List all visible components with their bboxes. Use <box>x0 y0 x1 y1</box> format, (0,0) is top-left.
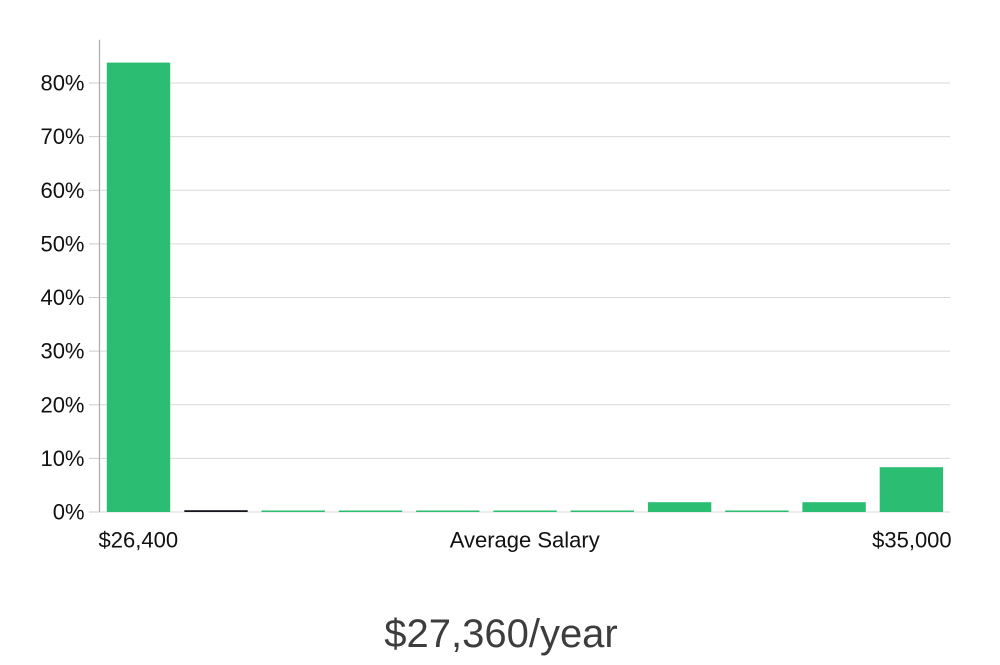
svg-text:10%: 10% <box>40 446 84 471</box>
svg-text:60%: 60% <box>40 178 84 203</box>
svg-text:50%: 50% <box>40 231 84 256</box>
svg-text:$26,400: $26,400 <box>99 527 179 552</box>
svg-text:$35,000: $35,000 <box>872 527 952 552</box>
svg-text:30%: 30% <box>40 339 84 364</box>
svg-text:40%: 40% <box>40 285 84 310</box>
svg-text:70%: 70% <box>40 124 84 149</box>
svg-text:20%: 20% <box>40 392 84 417</box>
svg-text:80%: 80% <box>40 71 84 96</box>
svg-text:0%: 0% <box>53 500 85 525</box>
svg-text:Average Salary: Average Salary <box>450 527 600 552</box>
svg-text:$27,360/year: $27,360/year <box>384 612 618 656</box>
